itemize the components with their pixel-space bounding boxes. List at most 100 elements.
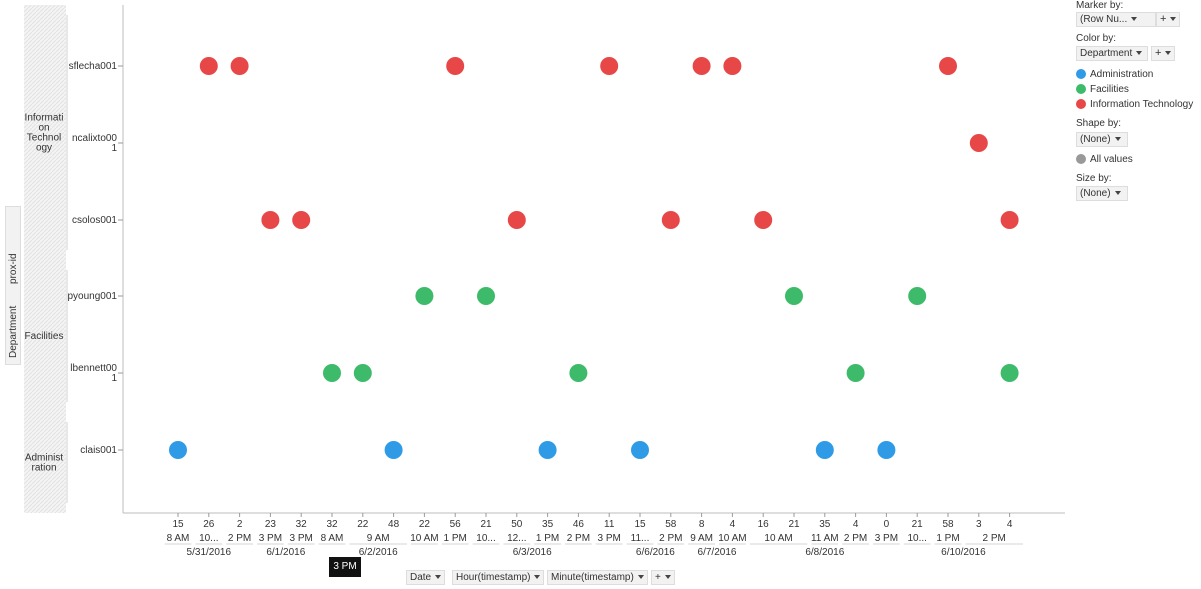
x-minute-label: 21 bbox=[912, 519, 924, 530]
data-point[interactable] bbox=[754, 211, 773, 229]
x-hour-label: 10... bbox=[476, 533, 495, 544]
x-date-label: 6/2/2016 bbox=[359, 547, 398, 558]
group-label: ogy bbox=[36, 143, 52, 154]
x-hour-label: 10 AM bbox=[718, 533, 746, 544]
x-minute-label: 32 bbox=[326, 519, 338, 530]
data-point[interactable] bbox=[600, 57, 619, 75]
x-minute-label: 56 bbox=[450, 519, 462, 530]
color-by-dropdown[interactable]: Department bbox=[1076, 46, 1148, 61]
data-point[interactable] bbox=[939, 57, 957, 75]
group-label: Technol bbox=[27, 133, 61, 144]
data-point[interactable] bbox=[1000, 364, 1019, 382]
x-hour-label: 2 PM bbox=[844, 533, 867, 544]
data-point[interactable] bbox=[292, 211, 311, 229]
legend-swatch-icon bbox=[1076, 99, 1086, 110]
chevron-down-icon bbox=[637, 575, 644, 580]
group-label: Administ bbox=[25, 453, 64, 464]
x-minute-label: 35 bbox=[542, 519, 554, 530]
x-minute-label: 8 bbox=[699, 519, 705, 530]
y-tick-label: pyoung001 bbox=[68, 291, 118, 302]
x-axis-hour-selector[interactable]: Hour(timestamp) bbox=[452, 570, 545, 585]
x-minute-label: 0 bbox=[884, 519, 890, 530]
x-axis-date-selector[interactable]: Date bbox=[406, 570, 446, 585]
x-axis-add-button[interactable]: + bbox=[651, 570, 675, 585]
data-point[interactable] bbox=[815, 441, 834, 459]
x-hour-label: 12... bbox=[507, 533, 526, 544]
color-by-add-button[interactable]: + bbox=[1151, 46, 1176, 61]
legend-item-facilities[interactable]: Facilities bbox=[1076, 84, 1129, 95]
marker-by-dropdown[interactable]: (Row Nu... bbox=[1076, 12, 1156, 27]
x-minute-label: 32 bbox=[296, 519, 308, 530]
x-hour-label: 11... bbox=[631, 533, 650, 544]
data-point[interactable] bbox=[631, 441, 649, 459]
legend-item-information-technology[interactable]: Information Technology bbox=[1076, 99, 1193, 110]
x-minute-label: 22 bbox=[357, 519, 369, 530]
color-by-title: Color by: bbox=[1076, 33, 1117, 44]
data-point[interactable] bbox=[446, 57, 465, 75]
legend-item-administration[interactable]: Administration bbox=[1076, 69, 1153, 80]
x-hour-label: 8 AM bbox=[167, 533, 190, 544]
data-point[interactable] bbox=[230, 57, 249, 75]
data-point[interactable] bbox=[969, 134, 988, 152]
y-tick-label: csolos001 bbox=[72, 215, 117, 226]
y-axis-selector-tab[interactable] bbox=[5, 206, 21, 365]
x-hour-label: 10 AM bbox=[410, 533, 438, 544]
data-point[interactable] bbox=[477, 287, 495, 305]
x-hour-label: 3 PM bbox=[598, 533, 621, 544]
x-date-label: 6/10/2016 bbox=[941, 547, 986, 558]
x-minute-label: 48 bbox=[388, 519, 400, 530]
chevron-down-icon bbox=[1114, 191, 1121, 196]
size-by-dropdown[interactable]: (None) bbox=[1076, 186, 1128, 201]
hover-tooltip: 3 PM bbox=[329, 557, 361, 577]
x-date-label: 5/31/2016 bbox=[187, 547, 232, 558]
group-label: on bbox=[38, 123, 49, 134]
data-point[interactable] bbox=[169, 441, 187, 459]
x-hour-label: 11 AM bbox=[811, 533, 839, 544]
chevron-down-icon bbox=[1165, 51, 1172, 56]
y-axis-department-selector[interactable]: Department bbox=[8, 305, 19, 358]
group-label: Facilities bbox=[25, 331, 64, 342]
legend-swatch-icon bbox=[1076, 84, 1086, 95]
x-minute-label: 11 bbox=[604, 519, 615, 530]
legend-item-all-values[interactable]: All values bbox=[1076, 154, 1133, 165]
marker-by-add-button[interactable]: + bbox=[1156, 12, 1181, 27]
data-point[interactable] bbox=[538, 441, 557, 459]
x-minute-label: 22 bbox=[419, 519, 431, 530]
data-point[interactable] bbox=[908, 287, 927, 305]
x-axis-minute-selector[interactable]: Minute(timestamp) bbox=[547, 570, 648, 585]
data-point[interactable] bbox=[569, 364, 588, 382]
y-tick-label: sflecha001 bbox=[69, 61, 118, 72]
data-point[interactable] bbox=[785, 287, 803, 305]
chevron-down-icon bbox=[1131, 17, 1138, 22]
group-label: Informati bbox=[25, 113, 64, 124]
data-point[interactable] bbox=[692, 57, 711, 75]
x-hour-label: 10... bbox=[199, 533, 218, 544]
data-point[interactable] bbox=[507, 211, 526, 229]
x-hour-label: 2 PM bbox=[228, 533, 251, 544]
data-point[interactable] bbox=[661, 211, 680, 229]
x-hour-label: 10 AM bbox=[764, 533, 792, 544]
y-axis-prox-id-selector[interactable]: prox-id bbox=[8, 253, 19, 284]
data-point[interactable] bbox=[877, 441, 896, 459]
data-point[interactable] bbox=[1000, 211, 1019, 229]
x-hour-label: 2 PM bbox=[983, 533, 1006, 544]
data-point[interactable] bbox=[723, 57, 742, 75]
data-point[interactable] bbox=[261, 211, 280, 229]
data-point[interactable] bbox=[415, 287, 434, 305]
data-point[interactable] bbox=[353, 364, 372, 382]
x-hour-label: 2 PM bbox=[659, 533, 682, 544]
legend-swatch-icon bbox=[1076, 154, 1086, 165]
data-point[interactable] bbox=[199, 57, 218, 75]
data-point[interactable] bbox=[384, 441, 403, 459]
data-point[interactable] bbox=[323, 364, 341, 382]
x-minute-label: 15 bbox=[172, 519, 184, 530]
marker-by-title: Marker by: bbox=[1076, 0, 1124, 11]
x-minute-label: 4 bbox=[853, 519, 859, 530]
shape-by-dropdown[interactable]: (None) bbox=[1076, 132, 1128, 147]
x-hour-label: 1 PM bbox=[936, 533, 959, 544]
chevron-down-icon bbox=[1136, 51, 1143, 56]
x-minute-label: 3 bbox=[976, 519, 982, 530]
data-point[interactable] bbox=[846, 364, 865, 382]
x-minute-label: 21 bbox=[480, 519, 492, 530]
